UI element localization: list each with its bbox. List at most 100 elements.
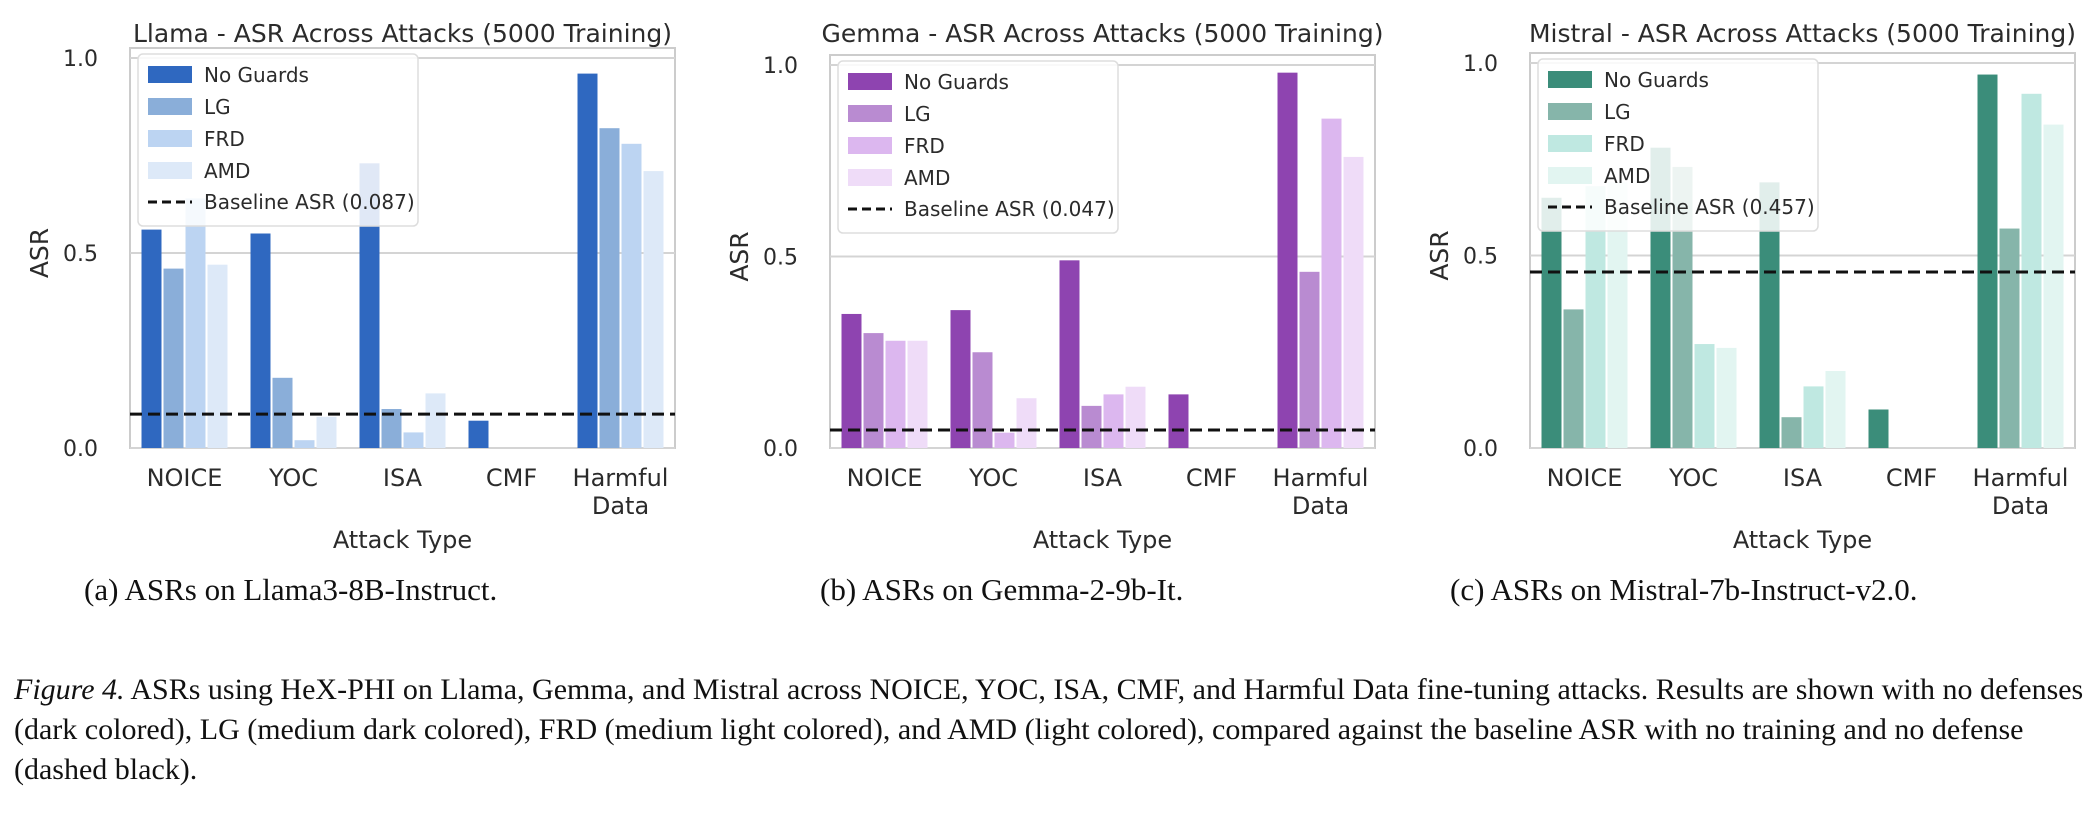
bar (1277, 72, 1298, 448)
legend-swatch (148, 130, 192, 147)
legend-swatch (1548, 71, 1592, 88)
bar (1759, 182, 1780, 448)
bar (1716, 347, 1737, 448)
bar (907, 340, 928, 448)
bar (599, 128, 620, 448)
legend-label: No Guards (904, 70, 1009, 94)
subcaption-b: (b) ASRs on Gemma-2-9b-It. (820, 572, 1184, 607)
bar (643, 171, 664, 448)
legend-label: LG (1604, 100, 1631, 124)
bar (1321, 118, 1342, 449)
bar (359, 163, 380, 449)
legend-label: FRD (904, 134, 945, 158)
legend-swatch (848, 137, 892, 154)
x-axis-label: Attack Type (1033, 526, 1172, 554)
x-tick-label: YOC (968, 464, 1018, 492)
bar (250, 233, 271, 448)
y-tick-label: 0.5 (1463, 245, 1498, 270)
legend-label: AMD (904, 166, 950, 190)
bar (381, 409, 402, 448)
bar (185, 198, 206, 448)
bar (403, 432, 424, 448)
y-tick-label: 0.5 (63, 242, 98, 267)
subcaption-a: (a) ASRs on Llama3-8B-Instruct. (84, 572, 498, 607)
bar (994, 432, 1015, 448)
y-tick-label: 1.0 (763, 54, 798, 79)
bar (1999, 228, 2020, 448)
y-tick-label: 0.0 (763, 437, 798, 462)
y-tick-label: 0.0 (1463, 437, 1498, 462)
bar (1672, 166, 1693, 448)
y-tick-label: 1.0 (63, 47, 98, 72)
x-axis-label: Attack Type (333, 526, 472, 554)
bar (425, 393, 446, 448)
x-tick-label: Harmful (573, 464, 669, 492)
legend-label: AMD (1604, 164, 1650, 188)
bar (468, 420, 489, 448)
chart-title: Gemma - ASR Across Attacks (5000 Trainin… (822, 19, 1384, 48)
legend-label: Baseline ASR (0.087) (204, 190, 415, 214)
x-tick-label: Harmful (1273, 464, 1369, 492)
legend-label: No Guards (204, 63, 309, 87)
legend-box (137, 53, 419, 227)
bar (207, 264, 228, 448)
bar (1825, 371, 1846, 448)
legend-label: LG (204, 95, 231, 119)
legend-box (837, 60, 1119, 234)
bar (863, 333, 884, 448)
y-tick-label: 0.5 (763, 246, 798, 271)
bar (1125, 386, 1146, 448)
bar (2043, 124, 2064, 448)
bar (1343, 156, 1364, 449)
bar (2021, 93, 2042, 449)
bar (885, 340, 906, 448)
bar (1607, 182, 1628, 448)
x-axis-label: Attack Type (1733, 526, 1872, 554)
legend-swatch (148, 66, 192, 83)
legend-swatch (1548, 103, 1592, 120)
bar (1585, 186, 1606, 448)
legend-swatch (1548, 135, 1592, 152)
y-axis-label: ASR (1425, 230, 1454, 280)
bar (1694, 344, 1715, 448)
bar (950, 310, 971, 448)
x-tick-label: Harmful (1973, 464, 2069, 492)
bar (294, 440, 315, 448)
bar (1803, 386, 1824, 448)
x-tick-label: Data (1992, 492, 2049, 520)
legend-swatch (848, 169, 892, 186)
bar (1541, 197, 1562, 448)
bar (577, 73, 598, 448)
legend-swatch (148, 162, 192, 179)
bar (1299, 271, 1320, 448)
legend-label: FRD (1604, 132, 1645, 156)
figure-caption-label: Figure 4. (14, 673, 125, 706)
bar (1781, 417, 1802, 448)
legend-swatch (848, 105, 892, 122)
chart-title: Mistral - ASR Across Attacks (5000 Train… (1529, 19, 2076, 48)
bar (1168, 394, 1189, 448)
bar (1868, 409, 1889, 448)
bar (141, 229, 162, 448)
bar (1563, 309, 1584, 448)
x-tick-label: NOICE (1547, 464, 1623, 492)
y-tick-label: 1.0 (1463, 52, 1498, 77)
bar (621, 143, 642, 449)
bar (1059, 260, 1080, 448)
subcaption-c: (c) ASRs on Mistral-7b-Instruct-v2.0. (1450, 572, 1918, 607)
bar (841, 313, 862, 448)
legend-box (1537, 58, 1819, 232)
y-axis-label: ASR (725, 231, 754, 281)
bar (1081, 405, 1102, 448)
chart-title: Llama - ASR Across Attacks (5000 Trainin… (133, 19, 672, 48)
legend-swatch (848, 73, 892, 90)
x-tick-label: CMF (486, 464, 537, 492)
x-tick-label: CMF (1186, 464, 1237, 492)
x-tick-label: Data (592, 492, 649, 520)
legend-label: LG (904, 102, 931, 126)
legend-label: FRD (204, 127, 245, 151)
figure-caption: Figure 4. ASRs using HeX-PHI on Llama, G… (14, 670, 2084, 790)
x-tick-label: ISA (1083, 464, 1123, 492)
legend-label: Baseline ASR (0.047) (904, 197, 1115, 221)
